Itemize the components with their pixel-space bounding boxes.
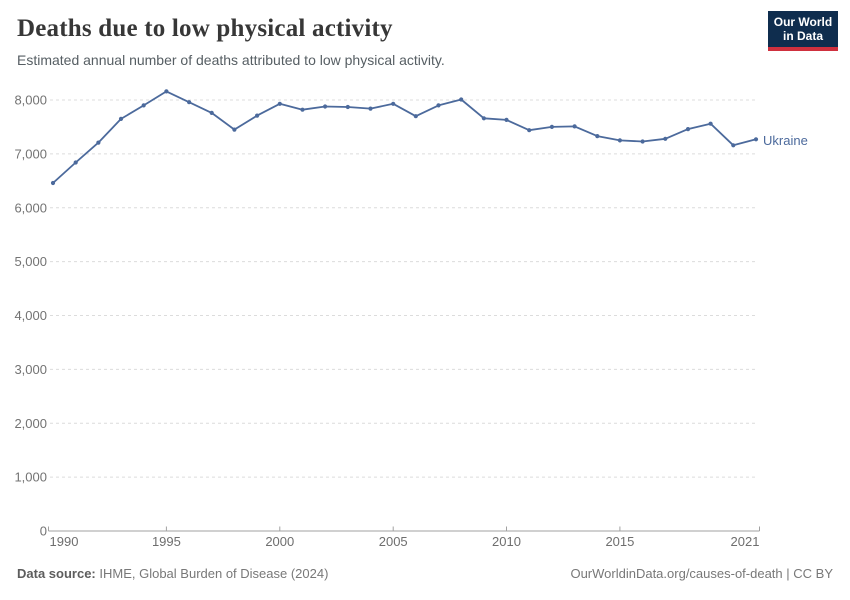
data-point[interactable] xyxy=(527,128,532,133)
data-point[interactable] xyxy=(209,110,214,115)
y-axis-tick-label: 1,000 xyxy=(14,470,47,485)
series-line-ukraine[interactable] xyxy=(52,90,757,184)
data-point[interactable] xyxy=(73,160,78,165)
data-source-label: Data source: xyxy=(17,566,96,581)
data-point[interactable] xyxy=(572,124,577,129)
chart-title: Deaths due to low physical activity xyxy=(17,15,393,42)
data-point[interactable] xyxy=(141,103,146,108)
x-axis-tick-label: 1990 xyxy=(50,534,79,549)
data-point[interactable] xyxy=(300,107,305,112)
data-point[interactable] xyxy=(549,124,555,129)
data-source-value: IHME, Global Burden of Disease (2024) xyxy=(99,566,329,581)
chart-subtitle: Estimated annual number of deaths attrib… xyxy=(17,52,445,68)
data-point[interactable] xyxy=(187,100,192,105)
data-point[interactable] xyxy=(708,121,713,126)
y-axis-tick-label: 8,000 xyxy=(14,93,47,108)
data-point[interactable] xyxy=(277,101,282,106)
data-point[interactable] xyxy=(323,104,328,109)
series-label-ukraine[interactable]: Ukraine xyxy=(763,133,808,148)
x-axis-tick-label: 2015 xyxy=(605,534,634,549)
data-source: Data source: IHME, Global Burden of Dise… xyxy=(17,566,328,581)
y-axis-tick-label: 4,000 xyxy=(14,308,47,323)
data-point[interactable] xyxy=(96,140,101,145)
data-point[interactable] xyxy=(345,104,350,110)
data-point[interactable] xyxy=(391,101,396,106)
data-point[interactable] xyxy=(731,143,736,148)
x-axis-tick-label: 2010 xyxy=(492,534,521,549)
data-point[interactable] xyxy=(255,113,260,118)
data-point[interactable] xyxy=(413,114,418,119)
data-point[interactable] xyxy=(753,137,759,142)
owid-logo-line2: in Data xyxy=(782,29,823,43)
data-point[interactable] xyxy=(436,103,441,108)
x-axis-tick-label: 1995 xyxy=(152,534,181,549)
chart-footer: Data source: IHME, Global Burden of Dise… xyxy=(17,566,833,581)
y-axis-tick-label: 7,000 xyxy=(14,146,47,161)
x-axis-tick-label: 2021 xyxy=(731,534,760,549)
data-point[interactable] xyxy=(232,127,237,132)
y-axis-tick-label: 3,000 xyxy=(14,362,47,377)
y-axis-tick-label: 2,000 xyxy=(14,416,47,431)
footer-attribution: OurWorldinData.org/causes-of-death | CC … xyxy=(570,566,833,581)
x-axis-tick-label: 2000 xyxy=(265,534,294,549)
y-axis-tick-label: 5,000 xyxy=(14,254,47,269)
data-point[interactable] xyxy=(663,136,668,141)
data-point[interactable] xyxy=(368,106,373,111)
owid-url-link[interactable]: OurWorldinData.org/causes-of-death xyxy=(570,566,783,581)
y-axis-tick-label: 6,000 xyxy=(14,200,47,215)
data-point[interactable] xyxy=(50,180,56,186)
owid-logo[interactable]: Our World in Data xyxy=(768,11,838,51)
data-point[interactable] xyxy=(504,117,509,122)
data-point[interactable] xyxy=(640,139,645,144)
license-badge: | CC BY xyxy=(786,566,833,581)
data-point[interactable] xyxy=(595,134,600,139)
data-point[interactable] xyxy=(459,97,464,102)
y-axis-tick-label: 0 xyxy=(40,524,47,539)
x-axis-tick-label: 2005 xyxy=(379,534,408,549)
owid-logo-line1: Our World xyxy=(773,15,833,29)
data-point[interactable] xyxy=(685,127,691,132)
data-point[interactable] xyxy=(118,116,124,121)
data-point[interactable] xyxy=(164,89,169,94)
data-point[interactable] xyxy=(617,138,623,143)
line-chart-canvas: 0 1,000 2,000 3,000 4,000 5,000 6,000 7,000 8,00… xyxy=(14,89,760,549)
data-point[interactable] xyxy=(481,116,486,121)
